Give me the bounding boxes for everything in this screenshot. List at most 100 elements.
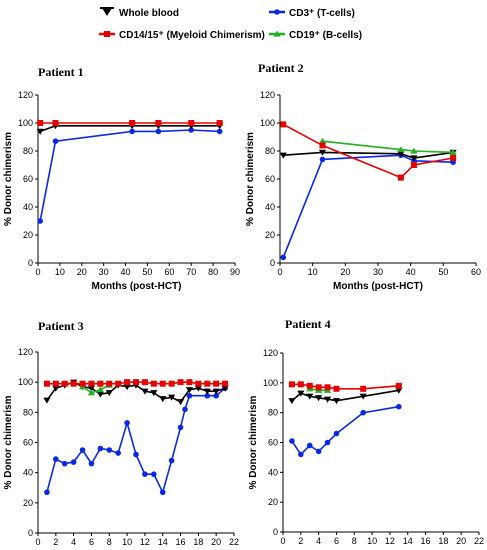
data-point	[44, 489, 50, 496]
data-point	[449, 149, 457, 155]
x-axis-title: Months (post-HCT)	[333, 281, 423, 292]
data-point	[142, 471, 148, 477]
x-tick-label: 80	[208, 267, 218, 277]
chart-patient-2: Patient 2 0 20 40 60 80 100 120 0 10 20 30 40 50 60 Mon…	[245, 61, 481, 292]
data-point	[52, 380, 59, 387]
axes: 0 20 40 60 80 100 120 0 10 20 30 40 50 60 70 80 90	[18, 90, 240, 277]
data-point	[159, 396, 167, 403]
axes: 0 20 40 60 80 100 120 0 10 20 30 40 50 60	[260, 90, 481, 277]
x-tick-label: 20	[340, 267, 350, 277]
series-line	[39, 125, 220, 133]
data-point	[297, 390, 305, 397]
data-point	[288, 398, 296, 405]
y-axis-title: % Donor chimerism	[248, 395, 259, 489]
legend-marker	[102, 8, 112, 16]
data-point	[288, 381, 295, 388]
data-point	[188, 127, 195, 133]
data-point	[397, 151, 405, 158]
y-tick-label: 120	[18, 90, 33, 100]
data-point	[52, 138, 59, 144]
data-point	[96, 386, 104, 393]
data-point	[176, 399, 185, 406]
y-tick-label: 20	[23, 498, 33, 508]
legend-label: CD19⁺ (B-cells)	[289, 30, 362, 41]
data-point	[53, 456, 59, 462]
data-point	[222, 380, 229, 387]
data-point	[333, 385, 340, 392]
data-point	[115, 380, 122, 387]
data-point	[324, 384, 331, 391]
data-point	[333, 430, 340, 437]
data-point	[280, 254, 287, 261]
x-tick-label: 30	[99, 267, 109, 277]
data-point	[168, 457, 175, 464]
data-point	[188, 120, 195, 126]
data-point	[129, 128, 135, 135]
series-cd3-t-cells	[37, 127, 223, 224]
data-point	[37, 120, 44, 126]
data-point	[155, 128, 162, 135]
legend-item-cd19-b-cells: CD19⁺ (B-cells)	[269, 30, 362, 41]
data-point	[319, 142, 326, 149]
y-axis-title: % Donor chimerism	[245, 132, 256, 226]
data-point	[79, 447, 86, 453]
x-tick-label: 16	[176, 537, 186, 547]
data-point	[319, 156, 326, 163]
data-point	[133, 379, 139, 386]
y-tick-label: 80	[265, 146, 275, 156]
x-tick-label: 6	[334, 536, 339, 546]
data-point	[88, 460, 95, 467]
data-point	[397, 146, 405, 153]
data-point	[52, 120, 59, 126]
data-point	[213, 392, 219, 399]
x-tick-label: 12	[385, 536, 395, 546]
data-point	[97, 380, 104, 387]
x-tick-label: 2	[53, 537, 58, 547]
data-point	[168, 380, 175, 387]
data-point	[203, 388, 211, 395]
data-point	[43, 380, 50, 387]
data-point	[150, 380, 157, 387]
data-point	[323, 396, 332, 403]
data-point	[133, 451, 139, 458]
y-tick-label: 80	[268, 408, 278, 418]
data-point	[105, 390, 113, 397]
data-point	[141, 388, 149, 395]
data-point	[216, 120, 223, 126]
x-tick-label: 0	[35, 267, 40, 277]
x-tick-label: 90	[230, 267, 240, 277]
x-tick-label: 2	[298, 536, 303, 546]
x-tick-label: 0	[277, 267, 282, 277]
y-tick-label: 20	[23, 230, 33, 240]
chart-patient-1: Patient 1 0 20 40 60 80 100 120 0 10 20 30 40 50 60 70 8…	[3, 65, 240, 292]
legend-marker	[273, 30, 281, 37]
x-tick-label: 12	[140, 537, 150, 547]
data-point	[159, 380, 166, 387]
data-point	[318, 137, 327, 144]
series-cd14-15-myeloid-chimerism	[288, 381, 402, 392]
y-tick-label: 60	[23, 438, 33, 448]
data-point	[185, 387, 194, 394]
y-tick-label: 120	[263, 348, 278, 358]
data-point	[150, 390, 158, 397]
legend-marker	[104, 31, 110, 37]
data-point	[315, 384, 322, 391]
y-tick-label: 80	[23, 146, 33, 156]
axes: 0 20 40 60 80 100 120 0 2 4 6 8 10 12 14 16 18 20 22	[263, 348, 484, 546]
y-tick-label: 40	[268, 467, 278, 477]
series-cd3-t-cells	[44, 385, 228, 496]
data-point	[397, 174, 404, 181]
y-tick-label: 20	[265, 230, 275, 240]
x-tick-label: 10	[308, 267, 318, 277]
data-point	[61, 380, 68, 387]
x-tick-label: 70	[186, 267, 196, 277]
y-tick-label: 100	[260, 118, 275, 128]
data-point	[123, 384, 131, 391]
data-point	[204, 392, 211, 399]
x-tick-label: 8	[107, 537, 112, 547]
axes: 0 20 40 60 80 100 120 0 2 4 6 8 10 12 14 16 18 20 22	[18, 347, 239, 547]
data-point	[106, 447, 113, 453]
x-tick-label: 40	[406, 267, 416, 277]
y-tick-label: 0	[28, 528, 33, 538]
chart-patient-3: Patient 3 0 20 40 60 80 100 120 0 2 4 6 8 10 12 14 16 18 2…	[3, 319, 239, 547]
